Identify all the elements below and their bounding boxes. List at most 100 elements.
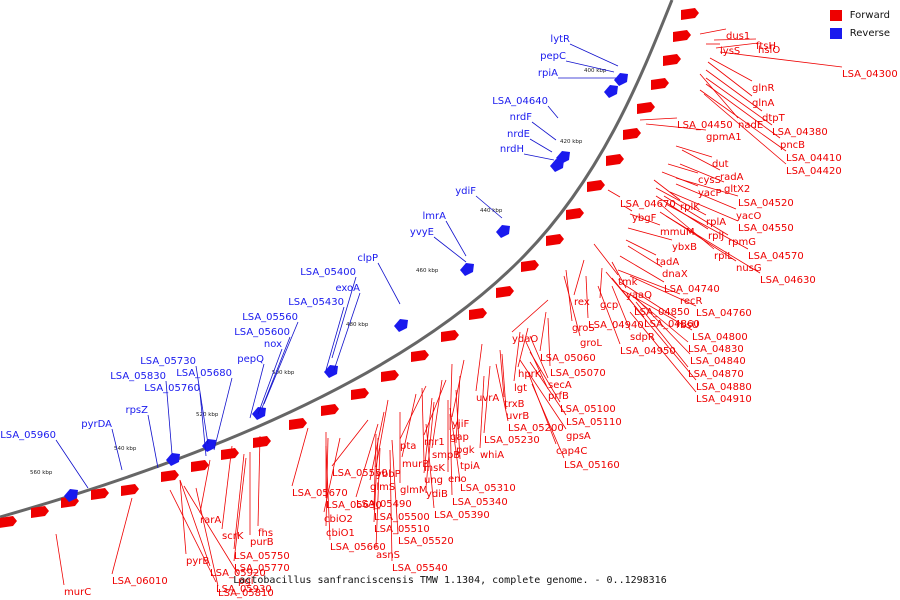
forward-leader-line (715, 42, 759, 49)
forward-gene-label: ung (424, 475, 443, 486)
forward-gene-label: LSA_04740 (664, 284, 720, 295)
forward-gene-label: pgk (456, 445, 475, 456)
reverse-gene-block (324, 365, 338, 378)
forward-gene-label: LSA_04880 (696, 382, 752, 393)
reverse-gene-block (394, 319, 408, 332)
reverse-gene-block (496, 225, 510, 238)
forward-leader-line (539, 311, 547, 352)
forward-leader-line (449, 413, 453, 496)
forward-leader-line (233, 453, 245, 550)
forward-leader-line (645, 123, 707, 131)
forward-gene-label: cysS (698, 175, 721, 186)
forward-leader-line (705, 69, 763, 112)
forward-gene-label: groS (572, 323, 595, 334)
backbone-arc (0, 0, 674, 519)
reverse-leader-line (55, 439, 89, 489)
forward-gene-label: cap4C (556, 446, 587, 457)
forward-leader-line (681, 149, 721, 171)
forward-leader-line (199, 459, 211, 514)
forward-gene-label: cbiO2 (324, 514, 353, 525)
reverse-leader-line (433, 236, 467, 263)
forward-leader-line (667, 163, 699, 174)
forward-leader-line (659, 203, 715, 250)
reverse-leader-line (261, 336, 291, 409)
forward-leader-line (375, 447, 381, 549)
forward-gene-label: LSA_05230 (484, 435, 540, 446)
reverse-leader-line (199, 392, 207, 457)
forward-gene-label: fhs (258, 528, 273, 539)
forward-gene-block (521, 260, 539, 272)
forward-gene-label: lysS (720, 46, 740, 57)
forward-gene-block (91, 488, 109, 500)
forward-leader-line (369, 411, 385, 481)
forward-leader-line (639, 117, 678, 121)
forward-gene-label: asnS (376, 550, 400, 561)
forward-leader-line (221, 445, 233, 530)
forward-gene-block (606, 154, 624, 166)
reverse-leader-line (565, 60, 615, 73)
reverse-leader-line (445, 220, 467, 257)
forward-gene-label: rpmG (728, 237, 756, 248)
reverse-gene-label: nrdE (507, 129, 530, 140)
forward-leader-line (705, 83, 781, 139)
forward-leader-line (425, 401, 435, 488)
reverse-gene-label: pepC (540, 51, 566, 62)
legend: Forward Reverse (829, 6, 890, 42)
forward-leader-line (391, 439, 399, 535)
forward-gene-label: dnaX (662, 269, 688, 280)
forward-gene-block (496, 286, 514, 298)
forward-gene-block (121, 484, 139, 496)
reverse-gene-label: pepQ (237, 354, 264, 365)
forward-gene-label: murB (402, 459, 429, 470)
forward-gene-label: LSA_04950 (620, 346, 676, 357)
forward-gene-label: LSA_04450 (677, 120, 733, 131)
forward-leader-line (183, 485, 239, 575)
forward-leader-line (325, 445, 331, 541)
forward-gene-label: purB (250, 537, 274, 548)
forward-gene-label: rplL (714, 251, 733, 262)
reverse-leader-line (111, 428, 123, 471)
forward-gene-block (253, 436, 271, 448)
reverse-gene-label: LSA_05730 (140, 356, 196, 367)
forward-gene-label: LSA_05920 (210, 568, 266, 579)
reverse-gene-block (614, 73, 628, 86)
reverse-gene-block (604, 85, 618, 98)
reverse-gene-label: LSA_05400 (300, 267, 356, 278)
forward-gene-label: LSA_04300 (842, 69, 898, 80)
reverse-gene-label: nrdH (500, 144, 524, 155)
forward-gene-label: LSA_06010 (112, 576, 168, 587)
forward-gene-block (587, 180, 605, 192)
forward-gene-label: ybxB (672, 242, 697, 253)
reverse-leader-line (523, 153, 555, 161)
forward-leader-line (563, 275, 581, 337)
forward-gene-label: mmuM (660, 227, 694, 238)
reverse-gene-label: LSA_05830 (110, 371, 166, 382)
forward-gene-label: dtpT (762, 113, 786, 124)
reverse-leader-line (147, 414, 159, 469)
forward-leader-line (619, 281, 677, 319)
reverse-gene-block (556, 151, 570, 164)
forward-leader-line (423, 397, 433, 474)
reverse-gene-label: exoA (335, 283, 360, 294)
forward-leader-line (233, 457, 247, 562)
forward-gene-label: yacP (698, 188, 722, 199)
forward-leader-line (423, 379, 447, 436)
forward-gene-label: LSA_04670 (620, 199, 676, 210)
label-leader-lines (55, 28, 843, 587)
forward-gene-block (321, 404, 339, 416)
forward-leader-line (525, 341, 549, 390)
forward-leader-line (611, 261, 627, 289)
forward-leader-line (679, 163, 725, 183)
forward-gene-label: LSA_05100 (560, 404, 616, 415)
forward-gene-label: recR (680, 296, 703, 307)
forward-gene-label: gltX2 (724, 184, 750, 195)
forward-leader-line (675, 183, 737, 210)
kbp-tick-label: 460 kbp (416, 268, 439, 274)
forward-gene-label: gcp (600, 300, 618, 311)
gene-labels: dus1 ftsH lysS hslO LSA_04300 glnR glnA dtpT LSA… (0, 31, 898, 599)
forward-leader-line (475, 343, 483, 392)
forward-gene-label: radA (720, 172, 744, 183)
forward-leader-line (179, 479, 211, 567)
kbp-tick-label: 540 kbp (114, 446, 137, 452)
forward-leader-line (373, 433, 377, 511)
